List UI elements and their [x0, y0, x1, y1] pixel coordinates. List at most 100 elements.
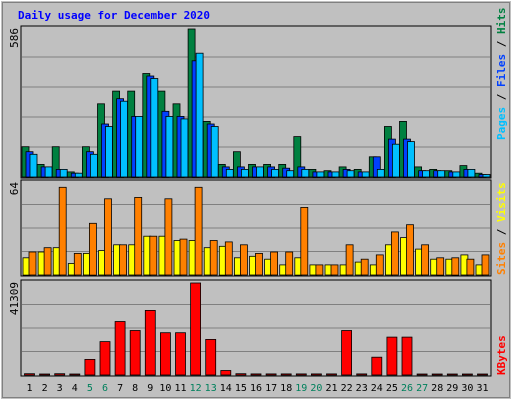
- bar-sites-day-31: [481, 254, 490, 276]
- bar-pages-day-29: [452, 171, 461, 178]
- bar-sites-day-29: [451, 257, 460, 276]
- x-axis-label-4: 4: [72, 383, 78, 394]
- bar-sites-day-26: [406, 224, 414, 276]
- bar-sites-day-17: [270, 251, 279, 276]
- legend-sep-1: /: [495, 87, 508, 107]
- bar-pages-day-2: [44, 166, 53, 178]
- bar-kbytes-day-6: [99, 341, 111, 376]
- x-axis-label-22: 22: [341, 383, 353, 394]
- bar-sites-day-19: [300, 206, 309, 276]
- bar-pages-day-19: [301, 168, 310, 178]
- bar-kbytes-day-30: [461, 373, 473, 376]
- bar-sites-day-11: [179, 238, 188, 276]
- bar-sites-day-24: [375, 254, 384, 276]
- x-axis-label-29: 29: [446, 383, 458, 394]
- bar-sites-day-6: [104, 198, 112, 276]
- x-axis-label-12: 12: [190, 383, 202, 394]
- bar-pages-day-4: [74, 172, 83, 178]
- bar-pages-day-1: [29, 153, 38, 178]
- x-axis-label-1: 1: [26, 383, 32, 394]
- bar-pages-day-6: [105, 126, 113, 178]
- bar-kbytes-day-9: [144, 309, 156, 376]
- x-axis-label-31: 31: [476, 383, 488, 394]
- bar-sites-day-2: [43, 247, 52, 276]
- bar-hits-day-19: [293, 136, 302, 178]
- x-axis-label-21: 21: [325, 383, 337, 394]
- svg-text:Pages / Files / Hits: Pages / Files / Hits: [495, 8, 508, 141]
- bar-pages-day-20: [316, 171, 325, 178]
- bar-kbytes-day-31: [477, 373, 488, 376]
- legend-pages: Pages: [495, 107, 508, 140]
- bar-pages-day-16: [256, 166, 264, 178]
- bar-sites-day-13: [209, 240, 218, 276]
- bar-pages-day-25: [391, 143, 400, 178]
- kbytes-max-label: 41309: [8, 282, 21, 315]
- bar-sites-day-25: [390, 231, 399, 276]
- bar-sites-day-7: [119, 244, 127, 276]
- bar-sites-day-27: [421, 244, 430, 276]
- bar-kbytes-day-16: [250, 373, 262, 376]
- bar-sites-day-20: [315, 264, 324, 276]
- bar-kbytes-day-23: [356, 373, 368, 376]
- x-axis-label-7: 7: [117, 383, 123, 394]
- bar-sites-day-30: [466, 258, 475, 276]
- bar-kbytes-day-28: [431, 373, 443, 376]
- visits-max-label: 64: [8, 182, 21, 196]
- bar-pages-day-23: [361, 171, 370, 178]
- bar-pages-day-28: [437, 170, 446, 178]
- x-axis-label-16: 16: [250, 383, 262, 394]
- x-axis-label-2: 2: [42, 383, 48, 394]
- bar-pages-day-15: [240, 168, 249, 178]
- bar-kbytes-day-21: [326, 373, 337, 376]
- x-axis-label-28: 28: [431, 383, 443, 394]
- bar-sites-day-23: [360, 258, 369, 276]
- kbytes-legend: KBytes: [495, 335, 508, 375]
- bar-sites-day-16: [255, 252, 263, 276]
- bar-kbytes-day-5: [84, 358, 96, 376]
- legend-sep-2: /: [495, 34, 508, 54]
- bar-sites-day-22: [345, 244, 354, 276]
- bar-hits-day-3: [51, 146, 60, 178]
- bar-pages-day-9: [150, 78, 159, 178]
- x-axis-label-5: 5: [87, 383, 93, 394]
- bar-pages-day-30: [467, 168, 476, 178]
- bar-pages-day-27: [422, 170, 431, 178]
- bar-pages-day-5: [90, 153, 98, 178]
- bar-kbytes-day-2: [39, 373, 50, 376]
- hits-legend: Pages / Files / Hits: [495, 8, 508, 141]
- bar-kbytes-day-15: [235, 373, 247, 376]
- bar-sites-day-3: [58, 186, 67, 276]
- bar-kbytes-day-24: [371, 356, 383, 376]
- bar-kbytes-day-11: [175, 332, 186, 376]
- bar-hits-day-15: [232, 151, 241, 178]
- bar-sites-day-8: [134, 196, 143, 276]
- bar-sites-day-10: [164, 198, 173, 276]
- bar-pages-day-12: [195, 52, 204, 178]
- bar-pages-day-31: [482, 174, 491, 178]
- bars-layer: [21, 28, 491, 376]
- bar-kbytes-day-3: [54, 373, 66, 376]
- x-axis-label-19: 19: [295, 383, 307, 394]
- legend-visits: Visits: [495, 182, 508, 222]
- x-axis-label-15: 15: [235, 383, 247, 394]
- bar-kbytes-day-10: [159, 332, 171, 376]
- bar-kbytes-day-7: [114, 321, 126, 376]
- bar-pages-day-8: [135, 116, 144, 178]
- legend-sites: Sites: [495, 242, 508, 275]
- x-axis-label-26: 26: [401, 383, 413, 394]
- bar-pages-day-17: [271, 168, 280, 178]
- x-axis-label-11: 11: [174, 383, 186, 394]
- bar-pages-day-14: [225, 168, 234, 178]
- bar-kbytes-day-19: [295, 373, 307, 376]
- bar-sites-day-21: [330, 264, 339, 276]
- x-axis-label-6: 6: [102, 383, 108, 394]
- bar-kbytes-day-22: [341, 330, 353, 376]
- bar-pages-day-10: [165, 116, 174, 178]
- chart-title: Daily usage for December 2020: [18, 9, 210, 22]
- legend-hits: Hits: [495, 8, 508, 35]
- bar-pages-day-11: [180, 118, 189, 178]
- bar-sites-day-9: [149, 235, 158, 276]
- bar-sites-day-5: [89, 222, 97, 276]
- legend-files: Files: [495, 54, 508, 87]
